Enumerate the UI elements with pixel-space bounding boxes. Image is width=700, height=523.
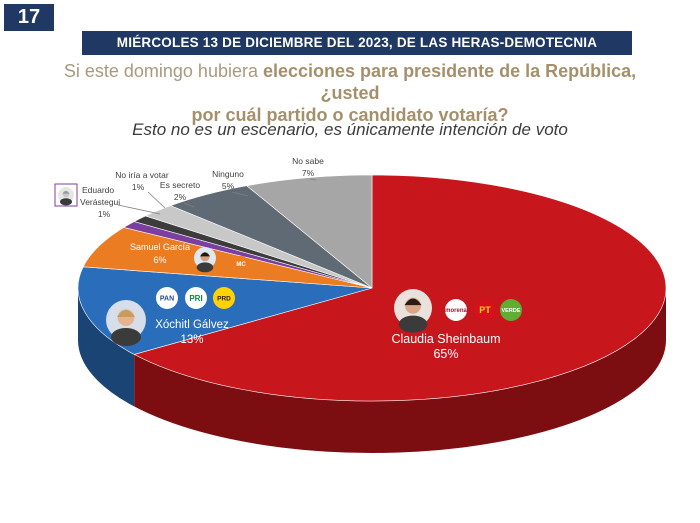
logo-pri [185,287,207,309]
date-source-banner: MIÉRCOLES 13 DE DICIEMBRE DEL 2023, DE L… [82,31,632,55]
garcia-photo [194,247,216,273]
label-garcia: Samuel García [130,242,190,252]
logo-prd-text: PRD [217,295,231,302]
pie-side-galvez [78,288,135,407]
pie-slice-no-sabe [246,174,373,289]
page-number: 17 [4,4,54,31]
leader-ninguno [231,191,249,197]
pie-side-sheinbaum [134,288,667,453]
value-ninguno: 5% [222,181,235,191]
value-no-iria: 1% [132,182,145,192]
question-part-3: por cuál partido o candidato votaría? [191,105,509,125]
scenario-note: Esto no es un escenario, es únicamente i… [132,120,568,139]
logo-pt-text: PT [479,305,491,315]
label-no-iria: No iría a votar [115,170,169,180]
value-no-sabe: 7% [302,168,315,178]
question-part-2: elecciones para presidente de la Repúbli… [262,61,637,103]
logo-pan-text: PAN [160,295,174,302]
galvez-photo [106,300,146,346]
logo-verde-text: VERDE [502,308,521,314]
label-verastegui-line1: Eduardo [82,185,114,195]
logo-verde [500,299,522,321]
leader-no-iria [147,191,166,209]
logo-pri-text: PRI [189,294,202,303]
question-part-1: Si este domingo hubiera [63,61,263,81]
logo-morena-text: morena [445,308,467,314]
label-verastegui-line2: Verástegui [80,197,120,207]
value-verastegui: 1% [98,209,111,219]
value-galvez: 13% [180,334,203,346]
leader-secreto [183,202,195,208]
label-secreto: Es secreto [160,180,200,190]
verastegui-photo [58,187,74,206]
logo-morena [445,299,467,321]
value-sheinbaum: 65% [433,347,458,361]
leader-no-sabe [309,178,317,181]
pie-slice-sheinbaum [133,174,667,402]
label-ninguno: Ninguno [212,169,244,179]
value-garcia: 6% [153,255,166,265]
leader-verastegui [117,204,161,215]
value-secreto: 2% [174,192,187,202]
logo-mc-text: MC [236,262,246,268]
label-sheinbaum: Claudia Sheinbaum [391,332,500,346]
pie-slice-galvez [77,266,373,355]
label-no-sabe: No sabe [292,156,324,166]
label-galvez: Xóchitl Gálvez [155,319,229,331]
survey-question: Si este domingo hubiera elecciones para … [60,60,640,126]
sheinbaum-photo [394,289,432,333]
logo-prd [213,287,235,309]
logo-mc [233,256,249,272]
logo-pt [474,299,496,321]
logo-pan [156,287,178,309]
